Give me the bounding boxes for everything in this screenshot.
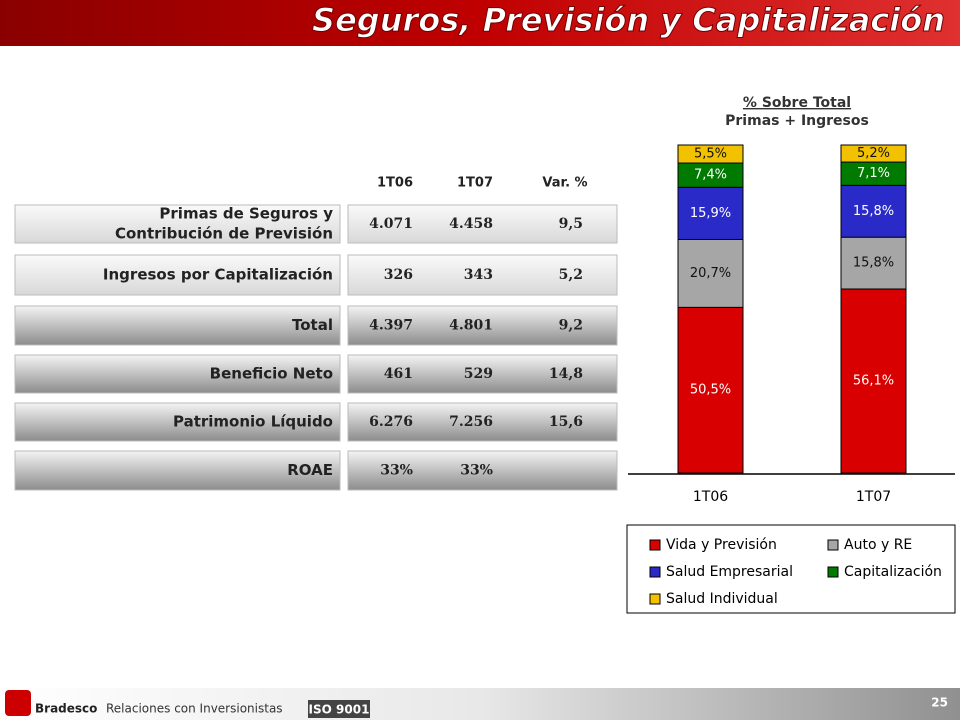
- row-label-box: [14, 450, 341, 491]
- bar-segment: [677, 238, 744, 308]
- row-value-box: [347, 305, 618, 346]
- footer-bar: [0, 688, 960, 720]
- row-label: Contribución de Previsión: [115, 225, 333, 243]
- iso-text: ISO 9001: [309, 703, 370, 717]
- row-label: Patrimonio Líquido: [173, 413, 333, 431]
- row-value-box: [347, 402, 618, 442]
- row-value: 9,5: [559, 216, 583, 232]
- bar-segment: [840, 144, 907, 163]
- row-value-box: [347, 204, 618, 244]
- row-value: 14,8: [549, 366, 583, 382]
- legend-label: Auto y RE: [844, 537, 912, 553]
- data-label: 7,4%: [694, 168, 727, 183]
- data-label: 15,9%: [690, 206, 731, 221]
- logo: [5, 690, 31, 716]
- x-tick-label: 1T06: [693, 489, 728, 505]
- row-label-box: [14, 305, 341, 346]
- bar-segment: [840, 288, 907, 474]
- bar-segment: [840, 184, 907, 238]
- row-label-box: [14, 354, 341, 394]
- data-label: 7,1%: [857, 166, 890, 181]
- chart-title: % Sobre Total: [743, 95, 851, 111]
- data-label: 50,5%: [690, 383, 731, 398]
- column-header: 1T06: [377, 176, 413, 191]
- row-label: Primas de Seguros y: [159, 205, 333, 223]
- row-label: Total: [292, 316, 333, 334]
- legend-swatch: [649, 539, 661, 551]
- row-value: 5,2: [559, 267, 583, 283]
- data-label: 5,5%: [694, 147, 727, 162]
- legend-label: Salud Individual: [666, 591, 778, 607]
- row-label: Beneficio Neto: [210, 365, 333, 383]
- bar-segment: [677, 162, 744, 188]
- row-value: 4.801: [449, 318, 493, 334]
- bar-segment: [840, 236, 907, 290]
- legend-label: Salud Empresarial: [666, 564, 793, 580]
- row-value: 4.458: [449, 216, 493, 232]
- data-label: 15,8%: [853, 204, 894, 219]
- column-header: 1T07: [457, 176, 493, 191]
- data-label: 56,1%: [853, 373, 894, 388]
- legend-swatch: [649, 566, 661, 578]
- data-label: 20,7%: [690, 266, 731, 281]
- legend-box: [626, 524, 956, 614]
- row-label: Ingresos por Capitalización: [103, 266, 333, 284]
- row-value: 343: [464, 267, 493, 283]
- slide-title: Seguros, Previsión y Capitalización: [312, 1, 945, 39]
- row-value: 326: [384, 267, 413, 283]
- bar-segment: [677, 306, 744, 474]
- data-label: 5,2%: [857, 146, 890, 161]
- legend-label: Vida y Previsión: [666, 537, 777, 553]
- legend-swatch: [649, 593, 661, 605]
- row-value: 9,2: [559, 318, 583, 334]
- column-header: Var. %: [542, 176, 587, 191]
- row-label: ROAE: [287, 461, 333, 479]
- row-value: 461: [384, 366, 413, 382]
- row-value: 33%: [460, 463, 493, 479]
- iso-badge: [308, 700, 370, 718]
- x-tick-label: 1T07: [856, 489, 891, 505]
- row-label-box: [14, 204, 341, 244]
- page-number: 25: [931, 696, 948, 710]
- legend-label: Capitalización: [844, 564, 942, 580]
- row-value: 4.397: [369, 318, 413, 334]
- row-label-box: [14, 402, 341, 442]
- bar-segment: [677, 144, 744, 164]
- legend-swatch: [827, 539, 839, 551]
- row-value-box: [347, 254, 618, 296]
- footer-brand: Bradesco: [35, 702, 97, 716]
- row-value: 6.276: [369, 414, 413, 430]
- legend-swatch: [827, 566, 839, 578]
- bar-segment: [677, 186, 744, 240]
- row-value: 4.071: [369, 216, 413, 232]
- row-value-box: [347, 450, 618, 491]
- chart-title: Primas + Ingresos: [725, 113, 869, 129]
- row-value: 33%: [380, 463, 413, 479]
- row-value: 15,6: [549, 414, 583, 430]
- title-banner: [0, 0, 960, 46]
- row-value: 529: [464, 366, 493, 382]
- footer-text: Relaciones con Inversionistas: [106, 702, 283, 716]
- data-label: 15,8%: [853, 256, 894, 271]
- row-value: 7.256: [449, 414, 493, 430]
- row-label-box: [14, 254, 341, 296]
- row-value-box: [347, 354, 618, 394]
